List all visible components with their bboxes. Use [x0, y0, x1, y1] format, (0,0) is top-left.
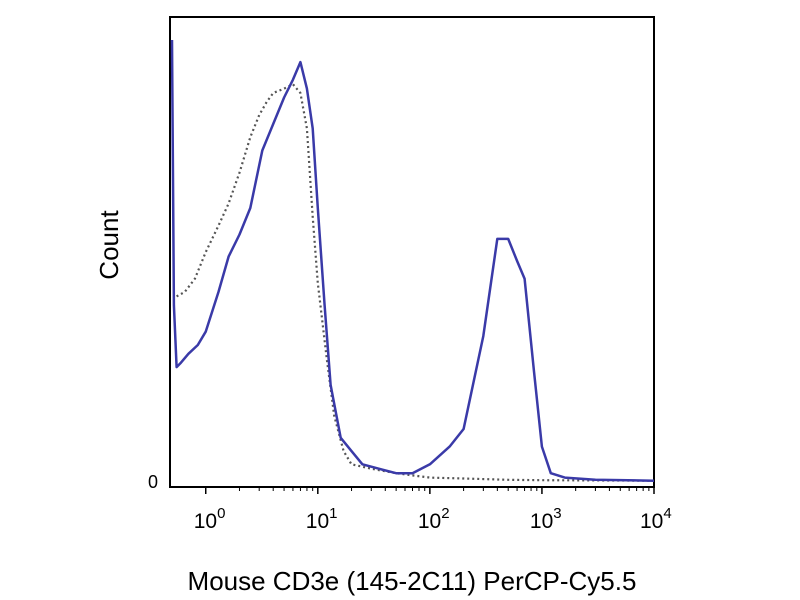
x-tick-label: 103 — [530, 505, 562, 533]
x-tick-layer: 100 101 102 103 104 — [194, 487, 672, 533]
control-histogram-line — [176, 83, 655, 482]
x-tick-label: 101 — [306, 505, 338, 533]
stained-histogram-line — [170, 39, 655, 482]
y-zero-label: 0 — [148, 472, 158, 492]
plot-frame — [169, 16, 655, 488]
series-layer — [170, 39, 655, 482]
x-tick-label: 104 — [640, 505, 672, 533]
x-axis-label: Mouse CD3e (145-2C11) PerCP-Cy5.5 — [188, 566, 637, 596]
x-tick-label: 102 — [418, 505, 450, 533]
x-tick-label: 100 — [194, 505, 226, 533]
y-axis-label: Count — [94, 210, 124, 280]
